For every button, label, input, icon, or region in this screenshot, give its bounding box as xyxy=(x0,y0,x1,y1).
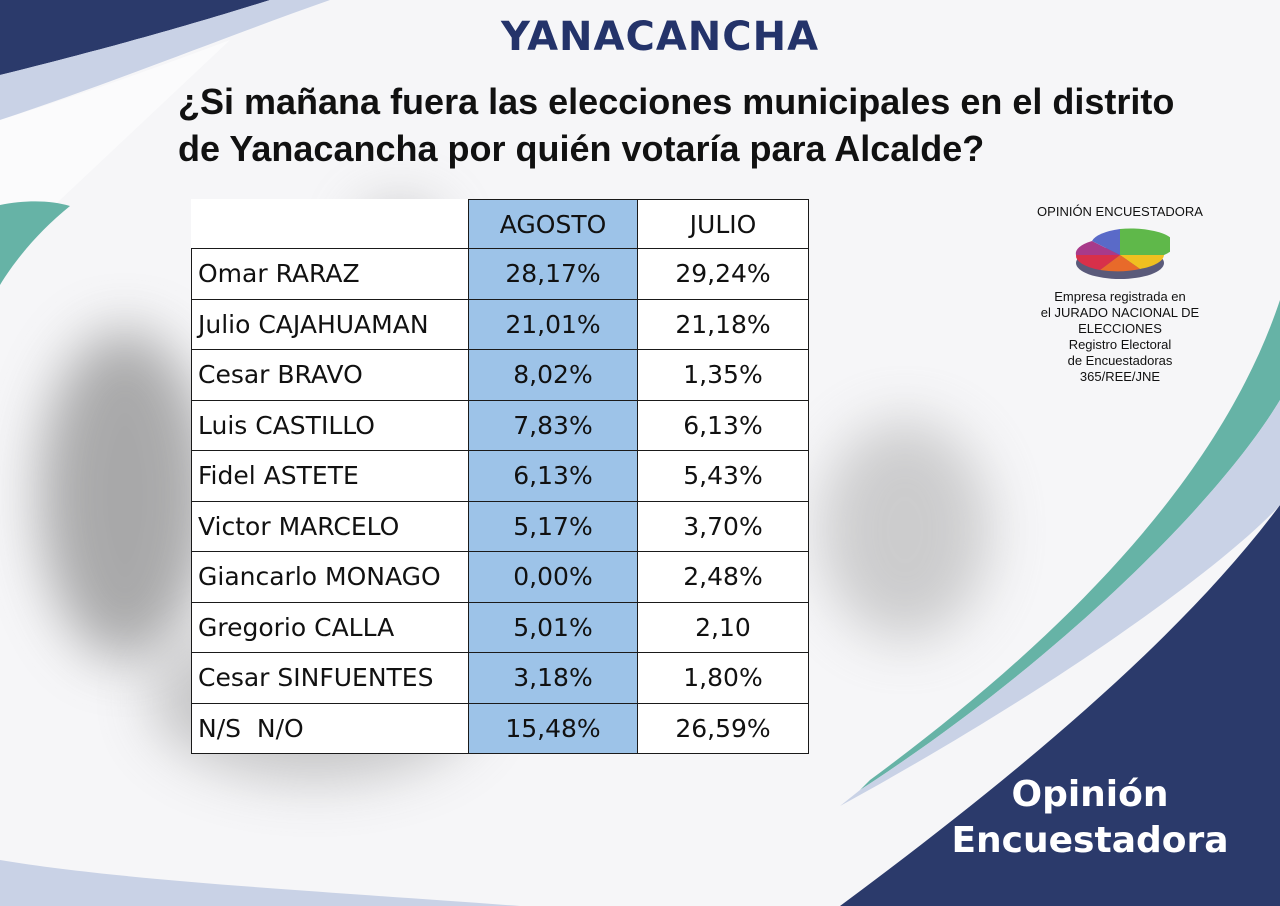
table-row: Julio CAJAHUAMAN 21,01% 21,18% xyxy=(191,298,809,350)
logo-company-name: OPINIÓN ENCUESTADORA xyxy=(1037,204,1203,219)
candidate-name: Gregorio CALLA xyxy=(191,601,469,653)
julio-value: 2,48% xyxy=(637,551,809,603)
candidate-name: Fidel ASTETE xyxy=(191,450,469,502)
logo-info-line: el JURADO NACIONAL DE xyxy=(1040,305,1200,320)
julio-value: 1,35% xyxy=(637,349,809,401)
julio-value: 6,13% xyxy=(637,399,809,451)
julio-value: 5,43% xyxy=(637,450,809,502)
julio-value: 2,10 xyxy=(637,601,809,653)
header-agosto: AGOSTO xyxy=(468,199,638,249)
agosto-value: 8,02% xyxy=(468,349,638,401)
candidate-name: Victor MARCELO xyxy=(191,500,469,552)
julio-value: 29,24% xyxy=(637,248,809,300)
logo-info-line: de Encuestadoras xyxy=(1067,353,1173,368)
agosto-value: 6,13% xyxy=(468,450,638,502)
julio-value: 3,70% xyxy=(637,500,809,552)
agosto-value: 15,48% xyxy=(468,702,638,754)
table-row: Omar RARAZ 28,17% 29,24% xyxy=(191,248,809,300)
logo-info-line: 365/REE/JNE xyxy=(1079,369,1161,384)
table-row: Giancarlo MONAGO 0,00% 2,48% xyxy=(191,551,809,603)
table-row: Victor MARCELO 5,17% 3,70% xyxy=(191,500,809,552)
page-title: YANACANCHA xyxy=(500,14,820,60)
agosto-value: 7,83% xyxy=(468,399,638,451)
agosto-value: 5,01% xyxy=(468,601,638,653)
header-julio: JULIO xyxy=(637,199,809,249)
company-logo-block: OPINIÓN ENCUESTADORA Empresa registrada … xyxy=(1005,204,1235,385)
background-blur xyxy=(40,330,210,660)
julio-value: 26,59% xyxy=(637,702,809,754)
results-table: AGOSTO JULIO Omar RARAZ 28,17% 29,24% Ju… xyxy=(191,199,809,754)
pie-chart-logo-icon xyxy=(1075,228,1170,279)
table-row: Luis CASTILLO 7,83% 6,13% xyxy=(191,399,809,451)
table-row: N/S N/O 15,48% 26,59% xyxy=(191,702,809,754)
table-header-row: AGOSTO JULIO xyxy=(191,199,809,249)
header-blank-cell xyxy=(191,199,469,249)
candidate-name: Julio CAJAHUAMAN xyxy=(191,298,469,350)
candidate-name: Cesar SINFUENTES xyxy=(191,652,469,704)
background-blur xyxy=(820,420,990,640)
survey-question: ¿Si mañana fuera las elecciones municipa… xyxy=(178,81,1175,169)
brand-watermark: Opinión Encuestadora xyxy=(935,772,1245,864)
julio-value: 1,80% xyxy=(637,652,809,704)
table-row: Fidel ASTETE 6,13% 5,43% xyxy=(191,450,809,502)
candidate-name: Luis CASTILLO xyxy=(191,399,469,451)
logo-info-line: ELECCIONES xyxy=(1078,321,1162,336)
agosto-value: 3,18% xyxy=(468,652,638,704)
brand-line-2: Encuestadora xyxy=(951,820,1229,861)
logo-info-line: Empresa registrada en xyxy=(1054,289,1186,304)
candidate-name: N/S N/O xyxy=(191,702,469,754)
agosto-value: 28,17% xyxy=(468,248,638,300)
table-row: Gregorio CALLA 5,01% 2,10 xyxy=(191,601,809,653)
agosto-value: 0,00% xyxy=(468,551,638,603)
candidate-name: Giancarlo MONAGO xyxy=(191,551,469,603)
logo-info-line: Registro Electoral xyxy=(1068,337,1172,352)
candidate-name: Omar RARAZ xyxy=(191,248,469,300)
table-row: Cesar BRAVO 8,02% 1,35% xyxy=(191,349,809,401)
table-row: Cesar SINFUENTES 3,18% 1,80% xyxy=(191,652,809,704)
agosto-value: 21,01% xyxy=(468,298,638,350)
brand-line-1: Opinión xyxy=(1011,774,1169,815)
candidate-name: Cesar BRAVO xyxy=(191,349,469,401)
agosto-value: 5,17% xyxy=(468,500,638,552)
julio-value: 21,18% xyxy=(637,298,809,350)
